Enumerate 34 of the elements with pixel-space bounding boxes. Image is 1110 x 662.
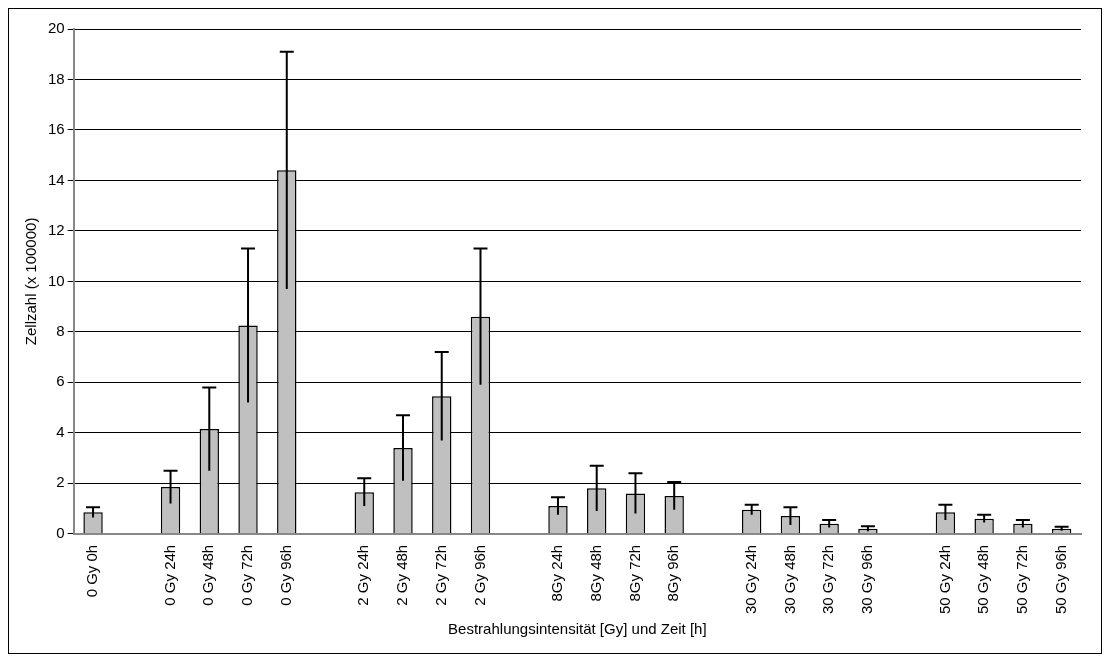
x-tick-label: 30 Gy 24h [741,544,759,614]
x-tick-label: 0 Gy 72h [238,544,256,606]
y-tick-label: 12 [48,221,65,239]
y-tick-label: 20 [48,19,65,37]
x-tick-label: 50 Gy 48h [974,544,992,614]
x-tick-label: 8Gy 72h [625,544,643,602]
x-axis-title: Bestrahlungsintensität [Gy] und Zeit [h] [448,620,707,638]
x-tick-label: 0 Gy 24h [160,544,178,606]
x-tick-label: 8Gy 48h [586,544,604,602]
x-tick-label: 50 Gy 96h [1051,544,1069,614]
y-tick-label: 18 [48,69,65,87]
x-tick-label: 0 Gy 96h [276,544,294,606]
y-tick-label: 16 [48,120,65,138]
y-axis-title: Zellzahl (x 100000) [22,217,40,346]
x-tick-label: 0 Gy 0h [83,544,101,598]
x-tick-label: 30 Gy 72h [819,544,837,614]
x-tick-label: 2 Gy 24h [354,544,372,606]
y-tick-label: 2 [56,473,65,491]
y-tick-label: 0 [56,523,65,541]
x-tick-label: 0 Gy 48h [199,544,217,606]
y-tick-label: 14 [48,170,65,188]
x-tick-label: 50 Gy 24h [935,544,953,614]
x-tick-label: 8Gy 24h [548,544,566,602]
y-tick-label: 8 [56,322,65,340]
x-tick-label: 30 Gy 48h [780,544,798,614]
x-tick-label: 2 Gy 72h [431,544,449,606]
x-tick-label: 30 Gy 96h [858,544,876,614]
y-tick-label: 6 [56,372,65,390]
x-tick-label: 50 Gy 72h [1013,544,1031,614]
y-tick-label: 4 [56,422,65,440]
x-tick-label: 8Gy 96h [664,544,682,602]
y-tick-label: 10 [48,271,65,289]
x-tick-label: 2 Gy 96h [470,544,488,606]
x-tick-label: 2 Gy 48h [393,544,411,606]
